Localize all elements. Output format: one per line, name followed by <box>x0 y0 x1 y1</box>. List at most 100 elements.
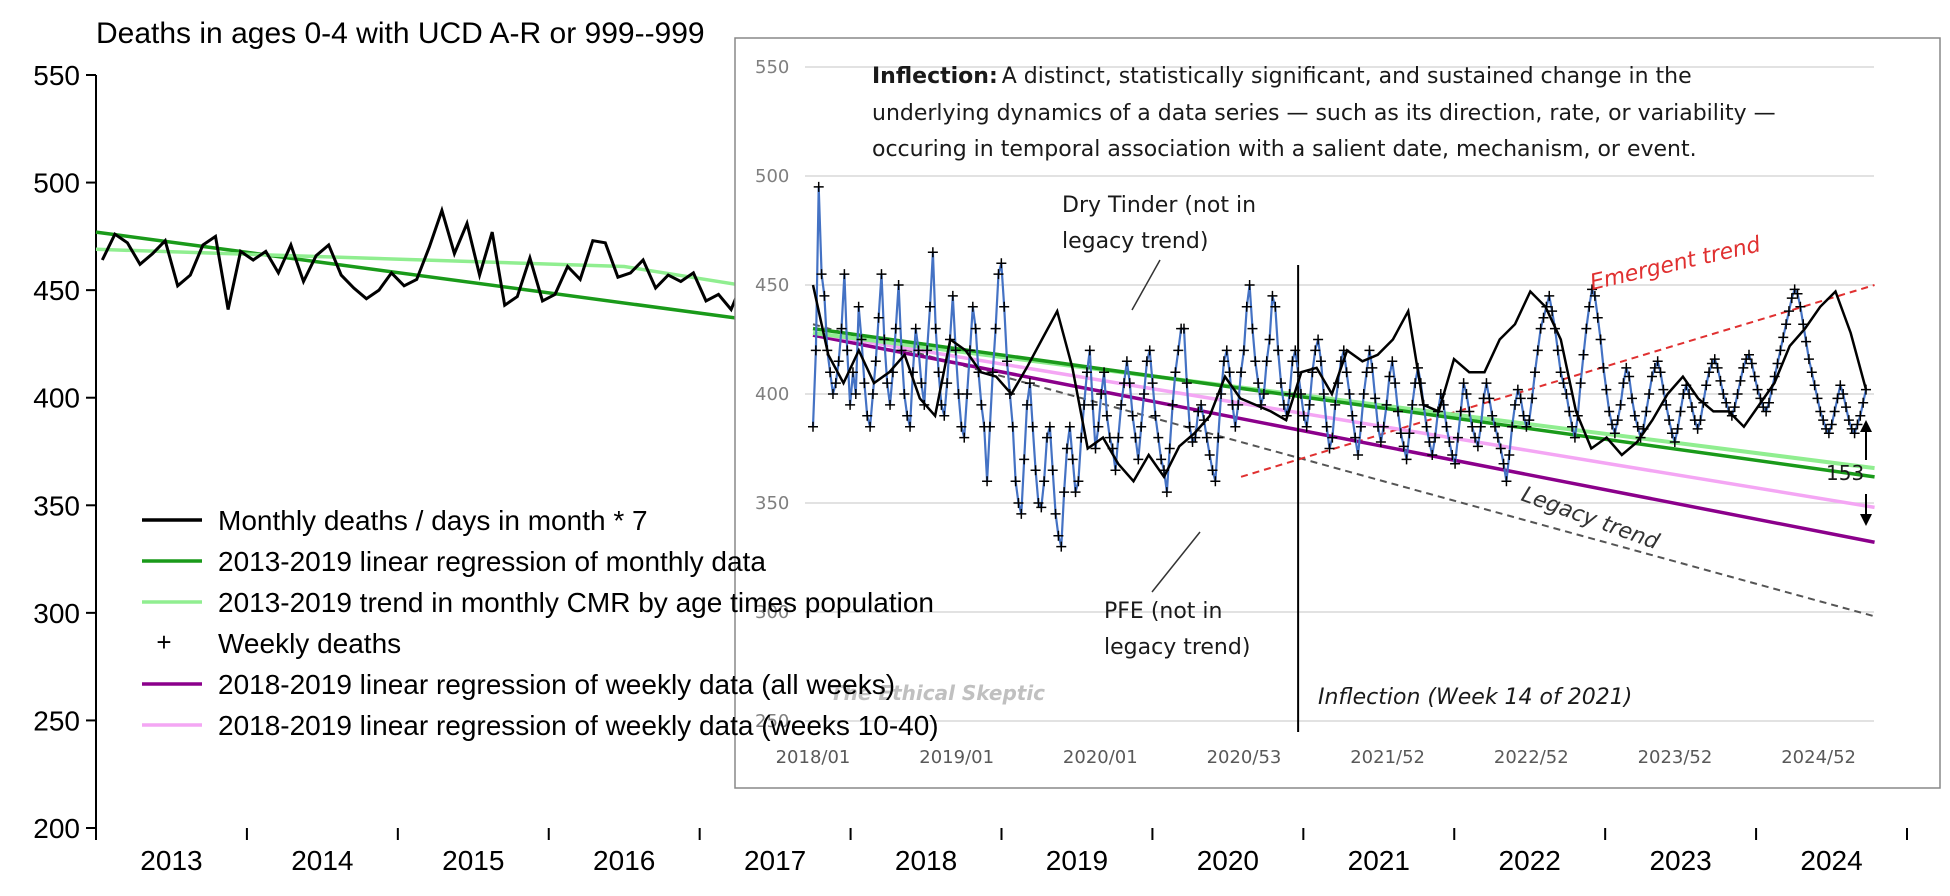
inset-weekly-marker <box>1287 356 1298 367</box>
inset-weekly-marker <box>1729 402 1740 413</box>
inset-weekly-marker <box>987 367 998 378</box>
inset-weekly-marker <box>1204 450 1215 461</box>
inset-weekly-marker <box>1775 345 1786 356</box>
inset-weekly-marker <box>1487 410 1498 421</box>
x-tick-label-2020: 2020 <box>1197 845 1259 876</box>
inset-weekly-marker <box>1424 436 1435 447</box>
inset-weekly-marker <box>1384 371 1395 382</box>
inset-weekly-marker <box>1510 399 1520 410</box>
inset-x-tick-label-2018/01: 2018/01 <box>776 747 851 768</box>
inset-weekly-marker <box>1150 410 1161 421</box>
inset-weekly-marker <box>1258 389 1269 399</box>
inset-weekly-marker <box>1281 410 1292 421</box>
inset-weekly-marker <box>1746 358 1757 369</box>
inset-weekly-marker <box>1661 399 1672 410</box>
inset-weekly-marker <box>1763 397 1774 408</box>
inset-weekly-marker <box>1803 354 1814 365</box>
inset-weekly-marker <box>1130 432 1141 443</box>
inset-x-tick-label-2019/01: 2019/01 <box>919 747 994 768</box>
inset-weekly-marker <box>1635 432 1646 443</box>
inset-weekly-marker <box>1418 399 1429 410</box>
inset-weekly-marker <box>1641 406 1652 417</box>
inset-weekly-marker <box>1024 378 1035 389</box>
inset-weekly-marker <box>1769 371 1780 382</box>
inset-weekly-marker <box>1073 476 1084 487</box>
inset-weekly-marker <box>1726 410 1737 421</box>
inset-x-tick-label-2021/52: 2021/52 <box>1350 747 1425 768</box>
inset-weekly-marker <box>1301 421 1312 432</box>
inset-weekly-marker <box>1792 288 1803 299</box>
inset-weekly-marker <box>808 421 818 432</box>
inset-weekly-marker <box>907 367 918 378</box>
inset-weekly-marker <box>1538 312 1549 323</box>
inset-weekly-marker <box>1216 389 1227 399</box>
inset-weekly-marker <box>839 269 850 280</box>
inset-weekly-marker <box>1353 450 1364 461</box>
inset-weekly-marker <box>1233 399 1244 410</box>
inset-weekly-marker <box>1572 410 1583 421</box>
inset-weekly-marker <box>1327 432 1338 443</box>
inset-weekly-marker <box>1244 280 1255 290</box>
inset-weekly-marker <box>1658 384 1669 395</box>
inset-y-tick-label-550: 550 <box>755 57 789 78</box>
inset-weekly-marker <box>1358 389 1369 399</box>
pfe-label-1: PFE (not in <box>1104 599 1222 624</box>
inset-weekly-marker <box>1618 378 1629 389</box>
inset-weekly-marker <box>947 290 958 301</box>
inset-weekly-marker <box>1407 399 1418 410</box>
inset-weekly-marker <box>810 345 821 356</box>
inset-weekly-marker <box>1002 356 1013 367</box>
inset-weekly-marker <box>1022 399 1033 410</box>
inset-weekly-marker <box>1569 432 1580 443</box>
inset-weekly-marker <box>1267 290 1278 301</box>
inset-monthly-series <box>811 284 1868 484</box>
inset-weekly-marker <box>1193 406 1204 417</box>
inset-weekly-marker <box>1159 465 1169 476</box>
inset-weekly-marker <box>999 301 1010 312</box>
inset-x-tick-label-2022/52: 2022/52 <box>1494 747 1569 768</box>
inset-x-tick-label-2023/52: 2023/52 <box>1638 747 1713 768</box>
inset-weekly-marker <box>1210 476 1221 487</box>
inset-weekly-marker <box>1113 432 1124 443</box>
inset-weekly-marker <box>859 378 870 389</box>
inset-weekly-marker <box>1207 465 1218 476</box>
inset-weekly-marker <box>1370 393 1381 404</box>
inset-weekly-marker <box>1684 389 1695 399</box>
inset-weekly-marker <box>1335 356 1346 367</box>
inset-weekly-marker <box>1221 345 1232 356</box>
inset-weekly-marker <box>1387 356 1398 367</box>
inset-weekly-marker <box>1230 421 1241 432</box>
y-tick-label-500: 500 <box>33 168 80 199</box>
inset-weekly-marker <box>1101 410 1112 421</box>
inset-weekly-marker <box>1347 410 1358 421</box>
inset-weekly-marker <box>1330 399 1341 410</box>
gap-arrow-up-icon <box>1860 420 1872 432</box>
inset-weekly-marker <box>1587 284 1598 295</box>
inset-weekly-marker <box>1761 406 1772 417</box>
inset-weekly-marker <box>1042 432 1052 443</box>
inset-weekly-marker <box>819 290 830 301</box>
x-tick-label-2013: 2013 <box>140 845 202 876</box>
inset-weekly-marker <box>1256 399 1267 410</box>
inset-weekly-marker <box>1612 415 1623 426</box>
inset-weekly-marker <box>1355 421 1366 432</box>
inset-weekly-marker <box>1324 443 1335 454</box>
inset-weekly-marker <box>1190 432 1201 443</box>
monthly-deaths-line <box>100 205 846 386</box>
legend-item-regression-all-weeks: 2018-2019 linear regression of weekly da… <box>218 669 895 700</box>
inset-weekly-marker <box>847 367 858 378</box>
inset-weekly-marker <box>1084 345 1095 356</box>
inset-weekly-marker <box>1495 443 1506 454</box>
inset-weekly-marker <box>1167 399 1178 410</box>
inset-weekly-marker <box>1247 323 1258 334</box>
inset-emergent-trend-line <box>1240 284 1875 478</box>
inset-weekly-marker <box>1061 443 1072 454</box>
inset-regression-light-green-line <box>812 330 1875 471</box>
inset-weekly-marker <box>1861 384 1871 395</box>
inset-weekly-marker <box>1855 410 1866 421</box>
inset-weekly-marker <box>1704 367 1715 378</box>
inset-weekly-marker <box>1681 380 1692 391</box>
inset-weekly-marker <box>1458 378 1469 389</box>
main-title: Deaths in ages 0-4 with UCD A-R or 999--… <box>96 17 705 50</box>
inset-weekly-marker <box>1218 356 1229 367</box>
